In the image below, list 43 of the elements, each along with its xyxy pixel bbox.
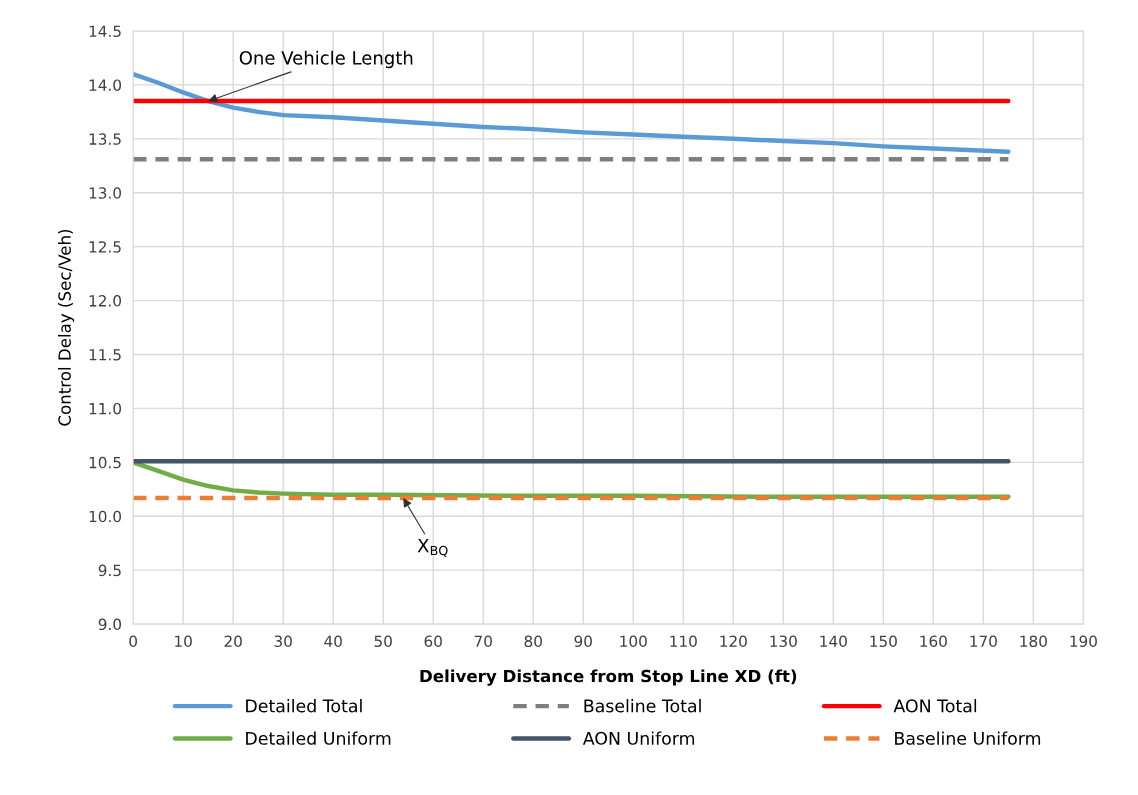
x-tick-label: 0 (129, 635, 137, 648)
y-tick-label: 10.0 (89, 510, 122, 523)
x-tick-label: 80 (524, 635, 542, 648)
legend-label: AON Uniform (582, 731, 695, 745)
x-tick-label: 20 (224, 635, 242, 648)
y-tick-label: 14.0 (89, 79, 122, 91)
y-tick-label: 13.0 (89, 187, 122, 199)
x-axis-title: Delivery Distance from Stop Line XD (ft) (420, 669, 797, 686)
x-tick-label: 120 (720, 635, 747, 648)
x-tick-label: 40 (324, 635, 342, 648)
y-tick-label: 11.5 (89, 349, 121, 361)
x-tick-label: 70 (474, 635, 492, 648)
y-tick-label: 14.5 (89, 25, 121, 38)
x-tick-label: 190 (1070, 635, 1097, 648)
x-tick-label: 50 (374, 635, 392, 648)
y-tick-label: 9.0 (98, 618, 122, 631)
x-tick-label: 130 (770, 635, 797, 648)
legend-label: Baseline Uniform (895, 731, 1041, 745)
y-tick-label: 10.5 (89, 456, 121, 469)
x-tick-label: 110 (670, 635, 697, 648)
x-tick-label: 170 (970, 635, 997, 648)
x-tick-label: 90 (574, 635, 592, 648)
legend-label: Detailed Total (246, 699, 362, 713)
y-tick-label: 12.0 (89, 295, 122, 307)
y-tick-label: 12.5 (89, 241, 121, 253)
x-tick-label: 100 (620, 635, 647, 648)
y-tick-label: 13.5 (89, 133, 121, 145)
y-tick-label: 9.5 (98, 564, 121, 577)
y-axis-title: Control Delay (Sec/Veh) (58, 229, 75, 426)
x-tick-label: 10 (175, 635, 192, 648)
x-tick-label: 150 (870, 635, 897, 648)
line-series (133, 71, 1011, 154)
annotation: X$_{BQ}$ (417, 538, 448, 557)
x-tick-label: 30 (274, 635, 292, 648)
x-tick-label: 140 (820, 635, 847, 648)
y-tick-label: 11.0 (89, 402, 122, 415)
legend-label: Detailed Uniform (246, 731, 391, 745)
x-tick-label: 160 (920, 635, 947, 648)
x-tick-label: 180 (1020, 635, 1047, 648)
legend-label: Baseline Total (584, 699, 701, 713)
annotation: One Vehicle Length (239, 50, 413, 69)
x-tick-label: 60 (424, 635, 442, 648)
legend-label: AON Total (893, 699, 977, 713)
